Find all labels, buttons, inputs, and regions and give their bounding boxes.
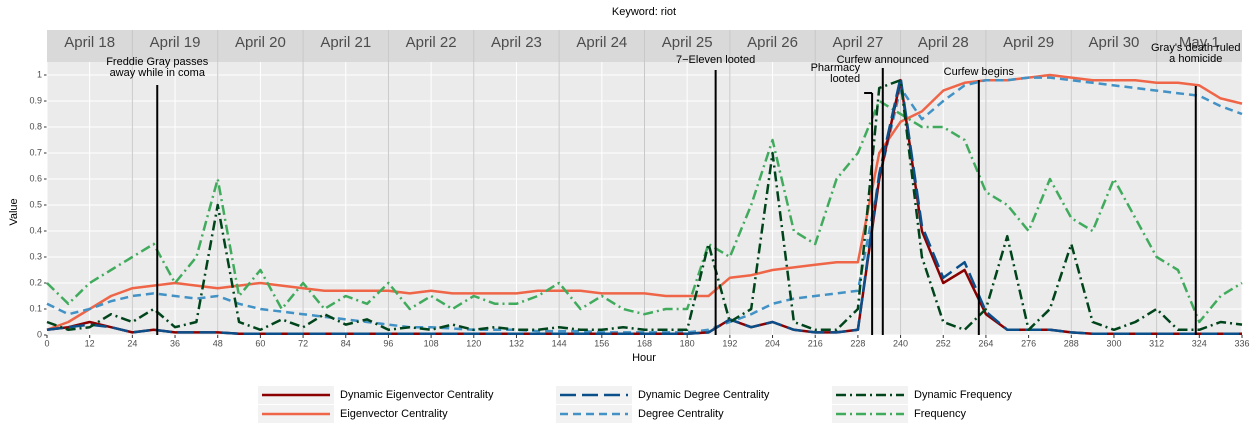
x-tick-label: 168 xyxy=(637,338,652,348)
x-tick-label: 276 xyxy=(1021,338,1036,348)
day-label: April 23 xyxy=(491,34,542,51)
event-label: Curfew announced xyxy=(837,54,929,66)
x-tick-label: 252 xyxy=(936,338,951,348)
event-label: Gray's death ruled xyxy=(1151,42,1241,54)
day-label: April 25 xyxy=(662,34,713,51)
x-tick-label: 300 xyxy=(1106,338,1121,348)
day-label: April 29 xyxy=(1003,34,1054,51)
x-tick-label: 72 xyxy=(298,338,308,348)
event-label: Freddie Gray passes xyxy=(106,56,209,68)
event-label: looted xyxy=(830,73,860,85)
legend-label: Dynamic Degree Centrality xyxy=(638,389,770,401)
y-tick-label: 0 xyxy=(37,329,42,339)
day-label: April 20 xyxy=(235,34,286,51)
y-tick-label: 0.9 xyxy=(29,95,42,105)
x-tick-label: 288 xyxy=(1064,338,1079,348)
day-label: April 21 xyxy=(320,34,371,51)
legend-label: Dynamic Frequency xyxy=(914,389,1012,401)
chart-title: Keyword: riot xyxy=(612,6,676,18)
day-label: April 27 xyxy=(832,34,883,51)
x-tick-label: 336 xyxy=(1234,338,1249,348)
event-label: 7−Eleven looted xyxy=(676,54,755,66)
y-tick-label: 0.1 xyxy=(29,303,42,313)
day-label: April 26 xyxy=(747,34,798,51)
y-tick-label: 0.2 xyxy=(29,277,42,287)
event-label: a homicide xyxy=(1169,53,1222,65)
x-tick-label: 84 xyxy=(341,338,351,348)
x-tick-label: 324 xyxy=(1192,338,1207,348)
x-tick-label: 228 xyxy=(850,338,865,348)
x-tick-label: 12 xyxy=(85,338,95,348)
x-tick-label: 60 xyxy=(255,338,265,348)
series-line xyxy=(46,99,1243,324)
x-axis-label: Hour xyxy=(632,352,656,364)
x-tick-label: 108 xyxy=(424,338,439,348)
x-tick-label: 204 xyxy=(765,338,780,348)
x-tick-label: 96 xyxy=(383,338,393,348)
day-label: April 30 xyxy=(1089,34,1140,51)
y-tick-label: 1 xyxy=(37,69,42,79)
y-tick-label: 0.6 xyxy=(29,173,42,183)
y-tick-label: 0.8 xyxy=(29,121,42,131)
legend-label: Frequency xyxy=(914,408,966,420)
series-line xyxy=(46,76,1242,335)
event-label: Curfew begins xyxy=(944,66,1015,78)
event-label: away while in coma xyxy=(110,67,206,79)
x-tick-label: 192 xyxy=(722,338,737,348)
x-tick-label: 120 xyxy=(466,338,481,348)
y-tick-label: 0.5 xyxy=(29,199,42,209)
day-label: April 28 xyxy=(918,34,969,51)
y-tick-label: 0.4 xyxy=(29,225,42,235)
x-tick-label: 132 xyxy=(509,338,524,348)
x-tick-label: 180 xyxy=(680,338,695,348)
x-tick-label: 216 xyxy=(808,338,823,348)
legend-label: Degree Centrality xyxy=(638,408,724,420)
x-tick-label: 312 xyxy=(1149,338,1164,348)
day-label: April 19 xyxy=(150,34,201,51)
x-tick-label: 48 xyxy=(213,338,223,348)
y-tick-label: 0.7 xyxy=(29,147,42,157)
x-tick-label: 144 xyxy=(552,338,567,348)
series-line xyxy=(46,73,1243,331)
day-label: April 18 xyxy=(64,34,115,51)
x-tick-label: 24 xyxy=(127,338,137,348)
x-tick-label: 156 xyxy=(594,338,609,348)
day-label: May 1 xyxy=(1179,34,1220,51)
legend-label: Eigenvector Centrality xyxy=(340,408,448,420)
x-tick-label: 36 xyxy=(170,338,180,348)
x-tick-label: 240 xyxy=(893,338,908,348)
day-label: April 24 xyxy=(576,34,627,51)
y-tick-label: 0.3 xyxy=(29,251,42,261)
day-label: April 22 xyxy=(406,34,457,51)
event-label: Pharmacy xyxy=(811,62,861,74)
legend-label: Dynamic Eigenvector Centrality xyxy=(340,389,494,401)
y-axis-label: Value xyxy=(8,198,20,225)
series-line xyxy=(46,78,1243,332)
x-tick-label: 0 xyxy=(44,338,49,348)
x-tick-label: 264 xyxy=(978,338,993,348)
